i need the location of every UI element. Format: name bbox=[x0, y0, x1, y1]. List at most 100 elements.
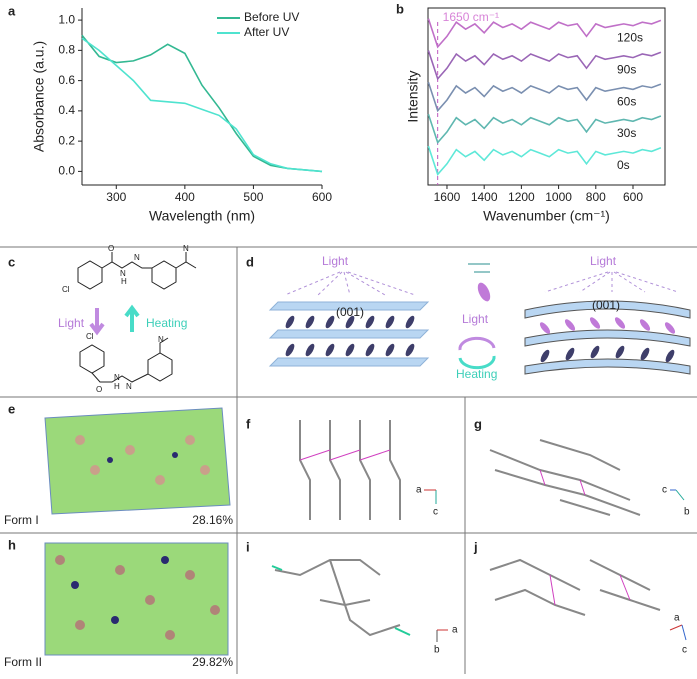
series-line bbox=[427, 50, 662, 81]
y-axis-title: Intensity bbox=[405, 70, 421, 122]
series-label: 0s bbox=[617, 158, 630, 172]
x-axis-title: Wavelength (nm) bbox=[149, 208, 255, 224]
x-tick-label: 400 bbox=[175, 190, 195, 204]
panel-letter: b bbox=[396, 1, 404, 16]
y-tick-label: 0.8 bbox=[58, 43, 75, 57]
legend-label: After UV bbox=[244, 25, 289, 39]
x-tick-label: 600 bbox=[623, 190, 643, 204]
axis-label: c bbox=[433, 507, 438, 518]
atom: Cl bbox=[86, 332, 94, 341]
axis-arrow bbox=[681, 624, 687, 641]
atom: N bbox=[126, 382, 132, 391]
plane-label: (001) bbox=[336, 305, 364, 319]
atoms bbox=[55, 555, 220, 640]
heating-label: Heating bbox=[146, 316, 187, 330]
panel-f: f a c bbox=[246, 416, 438, 520]
x-tick-label: 600 bbox=[312, 190, 332, 204]
light-label: Light bbox=[462, 312, 489, 326]
atom: N bbox=[134, 253, 140, 262]
x-tick-label: 1000 bbox=[545, 190, 572, 204]
axis-label: c bbox=[682, 645, 687, 656]
series-label: 90s bbox=[617, 62, 636, 76]
y-tick-label: 1.0 bbox=[58, 12, 75, 26]
atom: N bbox=[114, 373, 120, 382]
panel-h: h Form II 29.82% bbox=[4, 537, 233, 669]
crystal-image bbox=[44, 407, 231, 515]
panel-letter: c bbox=[8, 254, 15, 269]
series-line bbox=[427, 18, 662, 49]
x-tick-label: 800 bbox=[586, 190, 606, 204]
slabs-left bbox=[268, 301, 430, 367]
h-bonds bbox=[299, 449, 391, 461]
axis-label: a bbox=[452, 625, 458, 636]
panel-c: c Cl O N H N N Light Heating Cl O N H N … bbox=[8, 244, 197, 394]
light-arrow bbox=[89, 308, 105, 336]
axis-label: a bbox=[416, 485, 422, 496]
plane-label: (001) bbox=[592, 298, 620, 312]
slabs-right bbox=[524, 300, 691, 375]
axis-label: a bbox=[674, 613, 680, 624]
x-tick-label: 1400 bbox=[471, 190, 498, 204]
atom: Cl bbox=[62, 285, 70, 294]
light-label: Light bbox=[322, 254, 349, 268]
x-tick-label: 500 bbox=[243, 190, 263, 204]
panel-letter: a bbox=[8, 3, 16, 18]
panel-g: g c b bbox=[474, 416, 690, 517]
y-tick-label: 0.6 bbox=[58, 73, 75, 87]
series-line bbox=[81, 37, 323, 173]
legend-label: Before UV bbox=[244, 10, 299, 24]
light-label: Light bbox=[590, 254, 617, 268]
panel-letter: i bbox=[246, 539, 250, 554]
atoms bbox=[75, 435, 210, 485]
atoms bbox=[71, 556, 169, 624]
atom: N bbox=[158, 335, 164, 344]
molecule-image bbox=[274, 559, 401, 637]
y-tick-label: 0.4 bbox=[58, 103, 75, 117]
dividers bbox=[0, 246, 697, 674]
y-tick-label: 0.2 bbox=[58, 133, 75, 147]
panel-letter: f bbox=[246, 416, 251, 431]
void-percent: 29.82% bbox=[192, 655, 233, 669]
panel-letter: g bbox=[474, 416, 482, 431]
series-line bbox=[81, 34, 323, 173]
x-tick-label: 1200 bbox=[508, 190, 535, 204]
y-axis-title: Absorbance (a.u.) bbox=[31, 41, 47, 152]
axis-label: b bbox=[434, 645, 440, 656]
plot-frame bbox=[427, 7, 666, 186]
switch-icon bbox=[458, 263, 496, 370]
atom: O bbox=[108, 244, 114, 253]
x-axis-title: Wavenumber (cm⁻¹) bbox=[483, 208, 610, 224]
series-line bbox=[427, 113, 662, 145]
light-rays bbox=[284, 271, 416, 296]
form-label: Form I bbox=[4, 513, 39, 527]
molecule-image bbox=[489, 439, 641, 516]
h-bonds bbox=[539, 469, 586, 496]
molecule-top bbox=[77, 252, 197, 290]
axis-arrow bbox=[669, 624, 683, 631]
light-label: Light bbox=[58, 316, 85, 330]
atom: O bbox=[96, 385, 102, 394]
crystal-image bbox=[44, 542, 229, 656]
axis-label: c bbox=[662, 485, 667, 496]
molecules-right bbox=[539, 317, 676, 334]
axis-label: b bbox=[684, 507, 690, 518]
h-bonds bbox=[549, 574, 631, 606]
molecules-left bbox=[285, 315, 415, 357]
molecules-right-lower bbox=[540, 345, 675, 363]
atom: H bbox=[114, 382, 120, 391]
y-tick-label: 0.0 bbox=[58, 164, 75, 178]
series-label: 30s bbox=[617, 126, 636, 140]
series-label: 60s bbox=[617, 94, 636, 108]
panel-letter: e bbox=[8, 401, 15, 416]
atom: N bbox=[183, 244, 189, 253]
void-percent: 28.16% bbox=[192, 513, 233, 527]
annotation: 1650 cm⁻¹ bbox=[443, 10, 499, 24]
series-line bbox=[427, 82, 662, 113]
x-tick-label: 300 bbox=[106, 190, 126, 204]
panel-j: j a c bbox=[473, 539, 687, 655]
molecule-image bbox=[489, 558, 661, 616]
panel-letter: d bbox=[246, 254, 254, 269]
atom: H bbox=[121, 277, 127, 286]
